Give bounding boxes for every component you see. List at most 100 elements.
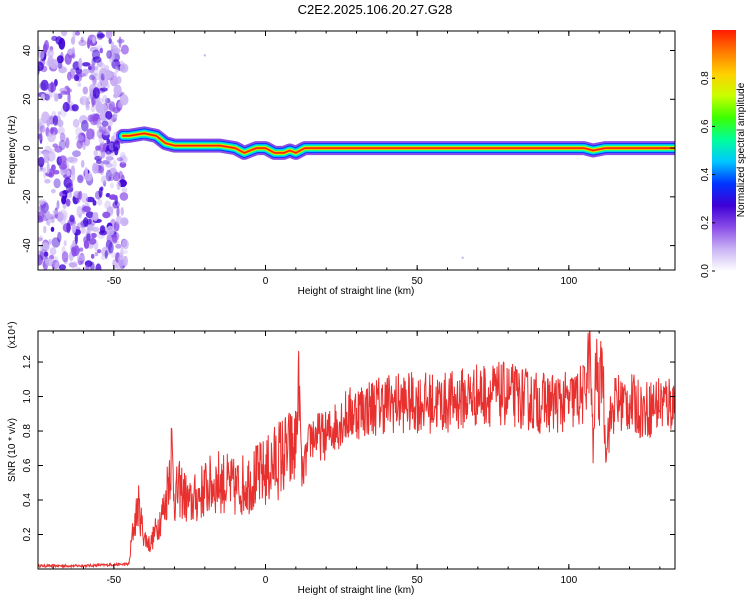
heatmap-noise-cell bbox=[38, 118, 45, 130]
heatmap-noise-cell bbox=[92, 36, 96, 44]
heatmap-noise-cell bbox=[100, 186, 104, 191]
heatmap-noise-cell bbox=[110, 71, 118, 80]
x-tick-label: 0 bbox=[263, 276, 269, 287]
heatmap-noise-cell bbox=[80, 226, 86, 234]
heatmap-noise-cell bbox=[43, 225, 47, 234]
heatmap-noise-cell bbox=[58, 155, 67, 164]
heatmap-noise-cell bbox=[116, 76, 122, 84]
heatmap-noise-cell bbox=[77, 174, 84, 182]
heatmap-noise-cell bbox=[112, 47, 121, 54]
heatmap-noise-cell bbox=[62, 189, 69, 195]
heatmap-noise-cell bbox=[106, 225, 115, 236]
bottom-x-axis-label: Height of straight line (km) bbox=[298, 585, 415, 596]
heatmap-noise-cell bbox=[58, 37, 66, 50]
heatmap-noise-cell bbox=[43, 166, 47, 179]
heatmap-noise-cell bbox=[58, 66, 67, 74]
heatmap-noise-cell bbox=[105, 110, 113, 120]
heatmap-noise-cell bbox=[95, 100, 102, 112]
heatmap-noise-cell bbox=[112, 171, 121, 182]
heatmap-noise-cell bbox=[76, 254, 84, 262]
heatmap-noise-cell bbox=[99, 87, 108, 92]
heatmap-noise-cell bbox=[38, 200, 45, 206]
heatmap-noise-cell bbox=[92, 87, 100, 99]
heatmap-noise-cell bbox=[76, 222, 85, 229]
heatmap-noise-cell bbox=[59, 209, 68, 221]
heatmap-noise-cell bbox=[52, 143, 58, 148]
heatmap-noise-cell bbox=[77, 82, 82, 87]
heatmap-noise-cell bbox=[112, 159, 117, 169]
heatmap-noise-cell bbox=[77, 192, 81, 200]
heatmap-noise-cell bbox=[121, 187, 128, 193]
heatmap-noise-cell bbox=[84, 167, 89, 176]
heatmap-noise-cell bbox=[63, 102, 67, 112]
y-tick-label: -20 bbox=[22, 189, 33, 204]
heatmap-noise-cell bbox=[116, 181, 121, 190]
heatmap-noise-cell bbox=[105, 156, 114, 161]
heatmap-noise-cell bbox=[76, 205, 83, 218]
heatmap-noise-cell bbox=[87, 38, 91, 49]
heatmap-noise-cell bbox=[97, 198, 103, 206]
bottom-y-axis: 0.2 0.4 0.6 0.8 1.0 1.2 bbox=[22, 355, 675, 541]
bottom-x-axis: -50 0 50 100 bbox=[52, 331, 661, 586]
heatmap-noise-cell bbox=[81, 192, 89, 204]
heatmap-noise-cell bbox=[92, 211, 99, 222]
colorbar-gradient bbox=[712, 30, 736, 271]
heatmap-noise-cell bbox=[68, 262, 78, 268]
heatmap-noise-cell bbox=[72, 118, 80, 128]
heatmap-noise-cell bbox=[99, 126, 103, 134]
snr-series-line bbox=[38, 331, 675, 569]
heatmap-noise-cell bbox=[54, 262, 59, 269]
heatmap-noise-cell bbox=[65, 182, 74, 193]
heatmap-noise-cell bbox=[85, 211, 94, 219]
heatmap-noise-cell bbox=[120, 207, 124, 216]
heatmap-noise-cell bbox=[38, 133, 42, 140]
heatmap-noise-cell bbox=[106, 70, 112, 81]
colorbar-tick-label: 0.0 bbox=[700, 264, 711, 278]
heatmap-noise-cell bbox=[104, 250, 108, 259]
heatmap-noise-cell bbox=[105, 31, 113, 39]
heatmap-noise-cell bbox=[100, 68, 109, 80]
heatmap-noise-cell bbox=[75, 127, 82, 136]
heatmap-noise-cell bbox=[110, 151, 115, 157]
heatmap-noise-cell bbox=[38, 250, 44, 261]
heatmap-noise-cell bbox=[40, 93, 46, 101]
heatmap-noise-cell bbox=[81, 120, 89, 132]
heatmap-noise-cell bbox=[39, 235, 44, 240]
heatmap-noise-cell bbox=[72, 150, 81, 158]
heatmap-noise-cell bbox=[54, 79, 58, 87]
heatmap-noise-cell bbox=[119, 155, 128, 164]
heatmap-noise-cell bbox=[57, 231, 62, 243]
heatmap-noise-cell bbox=[38, 61, 44, 72]
heatmap-noise-cell bbox=[102, 94, 108, 105]
heatmap-noise-cell bbox=[115, 66, 120, 73]
heatmap-noise-cell bbox=[46, 59, 55, 68]
heatmap-noise-cell bbox=[57, 111, 62, 116]
heatmap-noise-cell bbox=[74, 31, 81, 36]
heatmap-noise-cell bbox=[38, 156, 45, 168]
heatmap-noise-cell bbox=[112, 140, 121, 152]
heatmap-noise-cell bbox=[123, 250, 128, 254]
heatmap-noise-cell bbox=[108, 38, 112, 45]
heatmap-noise-cell bbox=[100, 73, 105, 81]
heatmap-noise-cell bbox=[121, 239, 129, 250]
heatmap-noise-cell bbox=[58, 213, 67, 225]
heatmap-noise-cell bbox=[77, 267, 81, 270]
heatmap-noise-cell bbox=[46, 118, 51, 128]
heatmap-noise-cell bbox=[86, 128, 95, 140]
heatmap-noise-cell bbox=[82, 206, 91, 213]
colorbar-label: Normalized spectral amplitude bbox=[736, 82, 747, 217]
heatmap-noise-cell bbox=[60, 90, 67, 95]
colorbar-tick-label: 0.6 bbox=[700, 119, 711, 133]
heatmap-noise-cell bbox=[98, 74, 106, 84]
heatmap-noise-cell bbox=[94, 251, 99, 257]
heatmap-noise-cell bbox=[101, 120, 109, 127]
heatmap-noise-cell bbox=[203, 54, 207, 57]
heatmap-noise-cell bbox=[40, 79, 49, 91]
heatmap-noise-cell bbox=[47, 151, 56, 162]
heatmap-noise-cell bbox=[120, 44, 129, 55]
snr-panel: -50 0 50 100 0.2 0.4 0.6 0.8 1.0 1.2 Height of s… bbox=[7, 321, 676, 596]
heatmap-noise-cell bbox=[49, 247, 57, 256]
x-tick-label: 100 bbox=[560, 575, 577, 586]
heatmap-noise-cell bbox=[109, 182, 114, 189]
